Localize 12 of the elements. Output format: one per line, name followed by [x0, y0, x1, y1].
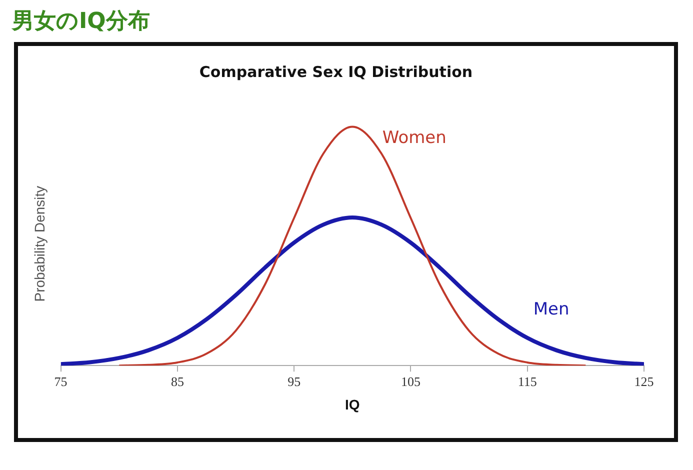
x-tick-label: 85 — [170, 374, 184, 389]
x-tick-label: 115 — [518, 374, 537, 389]
series-label: Women — [382, 128, 446, 148]
chart-subtitle: Comparative Sex IQ Distribution — [199, 62, 473, 81]
x-tick-label: 125 — [634, 374, 654, 389]
x-tick-label: 75 — [54, 374, 68, 389]
x-axis-title: IQ — [345, 396, 360, 412]
x-tick-label: 105 — [400, 374, 420, 389]
series-label: Men — [533, 299, 570, 320]
y-axis-title: Probability Density — [31, 186, 48, 302]
chart-title: 男女のIQ分布 — [12, 8, 150, 36]
x-tick-label: 95 — [288, 374, 301, 389]
